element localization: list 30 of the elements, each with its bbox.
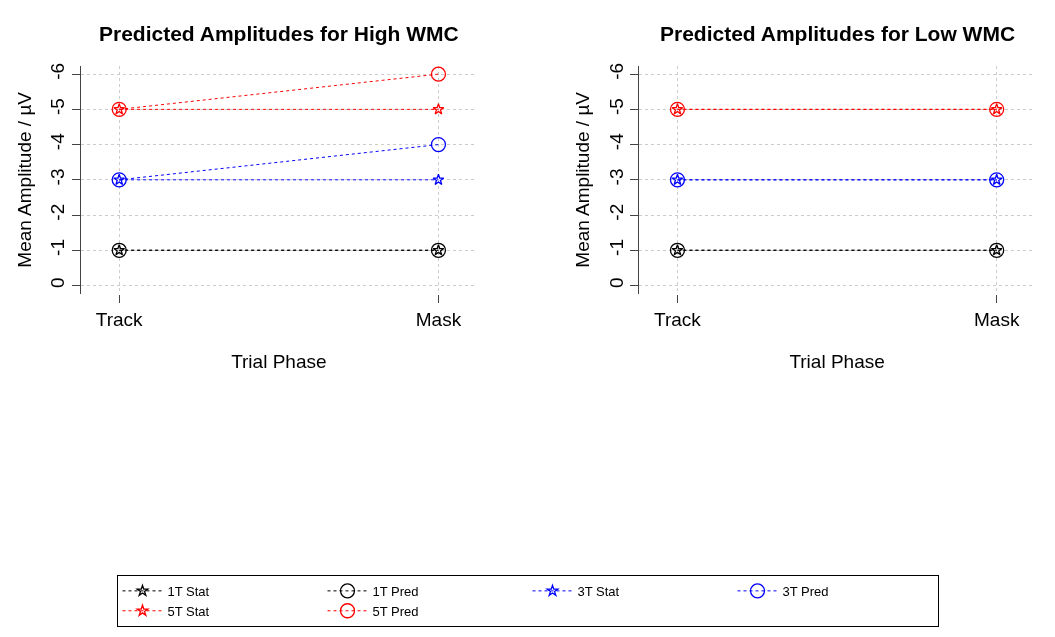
legend-label: 5T Stat xyxy=(167,603,210,619)
y-tick-label: -6 xyxy=(47,62,69,80)
y-tick-label: -5 xyxy=(47,98,69,115)
x-axis-title: Trial Phase xyxy=(231,350,327,372)
y-tick-label: -2 xyxy=(605,203,627,221)
y-tick-label: -3 xyxy=(47,168,69,186)
y-tick-label: -4 xyxy=(605,132,627,151)
legend-label: 3T Stat xyxy=(577,583,620,599)
y-tick-label: -5 xyxy=(605,98,627,115)
x-axis-title: Trial Phase xyxy=(789,350,885,372)
chart-title: Predicted Amplitudes for Low WMC xyxy=(660,22,1016,45)
y-axis-title: Mean Amplitude / µV xyxy=(14,91,36,268)
y-tick-label: -2 xyxy=(47,203,69,221)
y-tick-label: 0 xyxy=(605,277,627,288)
legend-label: 1T Stat xyxy=(167,583,210,599)
y-tick-label: -6 xyxy=(605,62,627,80)
y-tick-label: -1 xyxy=(47,238,69,256)
y-tick-label: -4 xyxy=(47,132,69,151)
x-tick-label: Mask xyxy=(973,308,1020,330)
chart-title: Predicted Amplitudes for High WMC xyxy=(99,22,459,45)
legend-label: 3T Pred xyxy=(782,583,829,599)
y-axis-title: Mean Amplitude / µV xyxy=(572,91,594,268)
x-tick-label: Mask xyxy=(415,308,462,330)
y-tick-label: -3 xyxy=(605,168,627,186)
x-tick-label: Track xyxy=(654,308,702,330)
y-tick-label: -1 xyxy=(605,238,627,256)
legend-label: 5T Pred xyxy=(372,603,419,619)
x-tick-label: Track xyxy=(95,308,144,330)
legend-label: 1T Pred xyxy=(372,583,419,599)
y-tick-label: 0 xyxy=(47,277,69,288)
